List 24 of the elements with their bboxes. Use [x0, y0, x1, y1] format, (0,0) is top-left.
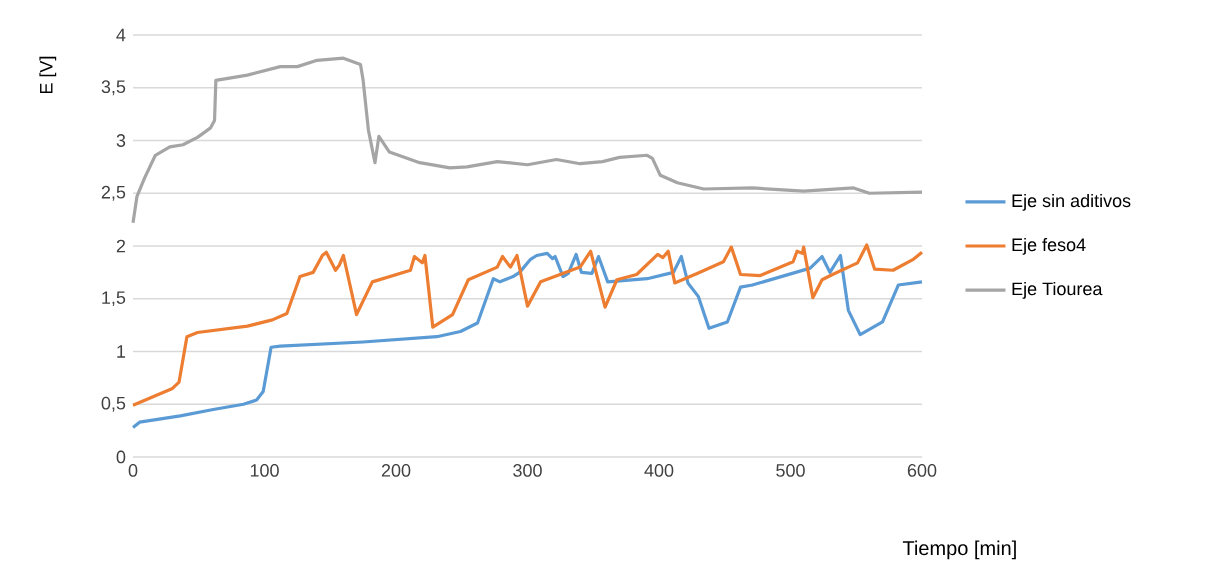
x-axis-title: Tiempo [min] — [902, 540, 1016, 560]
line-series — [131, 243, 924, 407]
y-tick-label: 4 — [116, 28, 126, 42]
x-tick-label: 0 — [128, 464, 138, 477]
y-tick-label: 2,5 — [101, 185, 126, 201]
x-tick-label: 600 — [907, 464, 937, 477]
y-tick-label: 0 — [116, 450, 126, 464]
legend-label: Eje feso4 — [1012, 237, 1086, 255]
y-tick-label: 3 — [116, 134, 126, 147]
legend-label: Eje Tiourea — [1012, 282, 1103, 299]
x-tick-label: 200 — [381, 464, 411, 477]
x-tick-label: 100 — [250, 464, 279, 477]
y-tick-label: 1,5 — [102, 291, 126, 307]
x-tick-label: 300 — [513, 464, 542, 477]
line-series — [131, 251, 924, 430]
x-tick-label: 400 — [644, 464, 674, 477]
legend-label: Eje sin aditivos — [1012, 193, 1131, 211]
line-series — [131, 56, 924, 225]
y-tick-label: 3,5 — [101, 80, 126, 96]
y-tick-label: 1 — [117, 345, 126, 358]
y-axis-title: E [V] — [39, 56, 57, 94]
y-tick-label: 2 — [116, 239, 126, 253]
y-tick-label: 0,5 — [101, 396, 126, 412]
x-tick-label: 500 — [776, 464, 805, 477]
